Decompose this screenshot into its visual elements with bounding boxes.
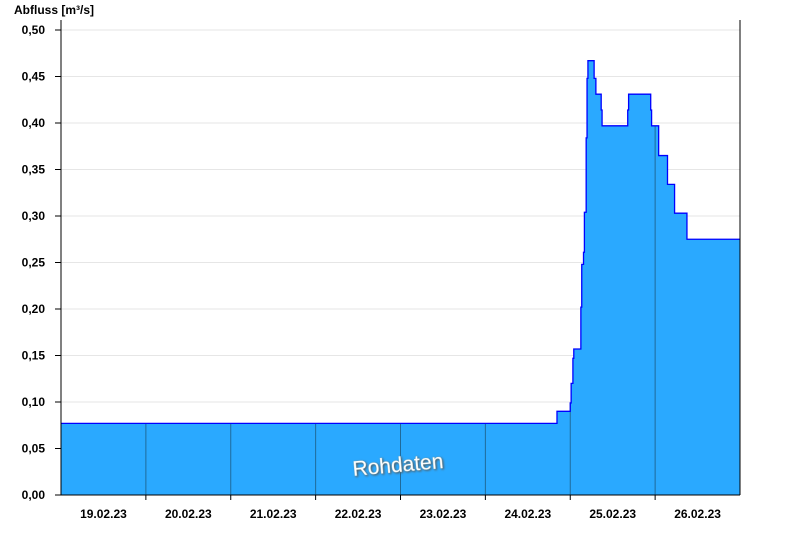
y-axis-label: Abfluss [m³/s] [14, 3, 94, 17]
y-tick-label: 0,25 [22, 256, 46, 270]
y-tick-label: 0,10 [22, 395, 46, 409]
x-tick-label: 22.02.23 [335, 507, 382, 521]
axes: 0,00 0,05 0,10 0,15 0,20 0,25 0,30 0,35 0,40 0,45… [22, 20, 741, 521]
x-tick-label: 26.02.23 [674, 507, 721, 521]
x-tick-label: 24.02.23 [504, 507, 551, 521]
x-tick-label: 25.02.23 [589, 507, 636, 521]
y-tick-label: 0,30 [22, 209, 46, 223]
y-tick-label: 0,15 [22, 349, 46, 363]
discharge-area [61, 60, 740, 495]
y-tick-label: 0,20 [22, 302, 46, 316]
y-tick-label: 0,35 [22, 163, 46, 177]
y-tick-label: 0,40 [22, 116, 46, 130]
x-tick-label: 20.02.23 [165, 507, 212, 521]
discharge-line [61, 60, 740, 425]
y-tick-label: 0,05 [22, 442, 46, 456]
y-tick-label: 0,00 [22, 488, 46, 502]
x-tick-label: 23.02.23 [420, 507, 467, 521]
y-tick-label: 0,45 [22, 70, 46, 84]
x-tick-label: 19.02.23 [80, 507, 127, 521]
day-separators [145, 125, 656, 495]
x-tick-label: 21.02.23 [250, 507, 297, 521]
y-tick-label: 0,50 [22, 23, 46, 37]
grid-lines [61, 29, 740, 449]
